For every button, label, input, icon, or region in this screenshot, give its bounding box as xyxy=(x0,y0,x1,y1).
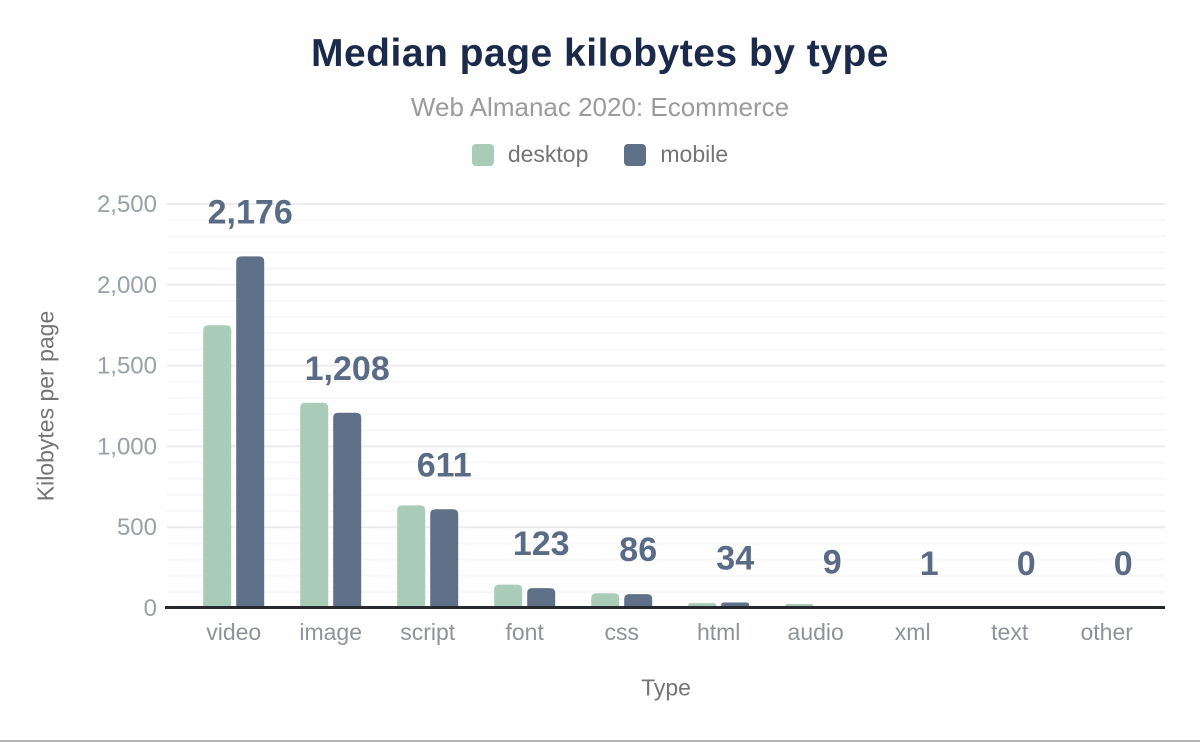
bar-desktop-script xyxy=(397,505,426,608)
bar-mobile-font xyxy=(527,588,556,608)
legend-label-mobile: mobile xyxy=(660,141,729,167)
legend-item-mobile: mobile xyxy=(624,141,728,168)
y-tick-label: 1,500 xyxy=(97,353,157,380)
x-category-label: image xyxy=(299,619,362,645)
bar-mobile-script xyxy=(430,509,459,608)
legend-label-desktop: desktop xyxy=(507,141,589,167)
value-label: 9 xyxy=(823,544,842,582)
x-category-label: text xyxy=(991,619,1029,645)
bar-desktop-video xyxy=(203,325,232,608)
x-category-label: video xyxy=(206,619,261,645)
value-label: 123 xyxy=(513,525,570,563)
value-label: 611 xyxy=(417,446,472,484)
x-category-label: xml xyxy=(895,619,931,645)
chart-title: Median page kilobytes by type xyxy=(311,32,889,75)
value-label: 2,176 xyxy=(208,193,293,231)
bar-mobile-video xyxy=(236,256,265,608)
legend-item-desktop: desktop xyxy=(471,141,589,168)
x-category-label: html xyxy=(697,619,740,645)
value-label: 1 xyxy=(920,545,939,583)
bar-mobile-image xyxy=(333,412,362,608)
bar-desktop-image xyxy=(300,402,329,608)
y-tick-label: 1,000 xyxy=(97,433,157,460)
bar-mobile-css xyxy=(624,594,653,608)
mobile-swatch-icon xyxy=(624,143,647,166)
bar-desktop-css xyxy=(591,593,620,608)
y-tick-label: 2,500 xyxy=(97,191,157,218)
legend: desktop mobile xyxy=(0,141,1200,168)
value-label: 1,208 xyxy=(305,350,390,388)
bottom-divider xyxy=(0,740,1200,742)
value-label: 34 xyxy=(716,540,754,578)
y-tick-label: 0 xyxy=(144,595,157,622)
bar-desktop-font xyxy=(494,584,523,608)
x-category-label: audio xyxy=(788,619,844,645)
x-axis-title: Type xyxy=(641,674,691,701)
x-category-label: script xyxy=(400,619,456,645)
value-label: 86 xyxy=(619,531,657,569)
x-category-label: css xyxy=(604,619,639,645)
x-category-label: other xyxy=(1080,619,1133,645)
value-label: 0 xyxy=(1017,545,1036,583)
chart-subtitle: Web Almanac 2020: Ecommerce xyxy=(410,92,790,122)
y-tick-label: 2,000 xyxy=(97,272,157,299)
value-label: 0 xyxy=(1114,545,1133,583)
y-tick-label: 500 xyxy=(117,514,157,541)
x-category-label: font xyxy=(506,619,545,645)
desktop-swatch-icon xyxy=(471,143,494,166)
